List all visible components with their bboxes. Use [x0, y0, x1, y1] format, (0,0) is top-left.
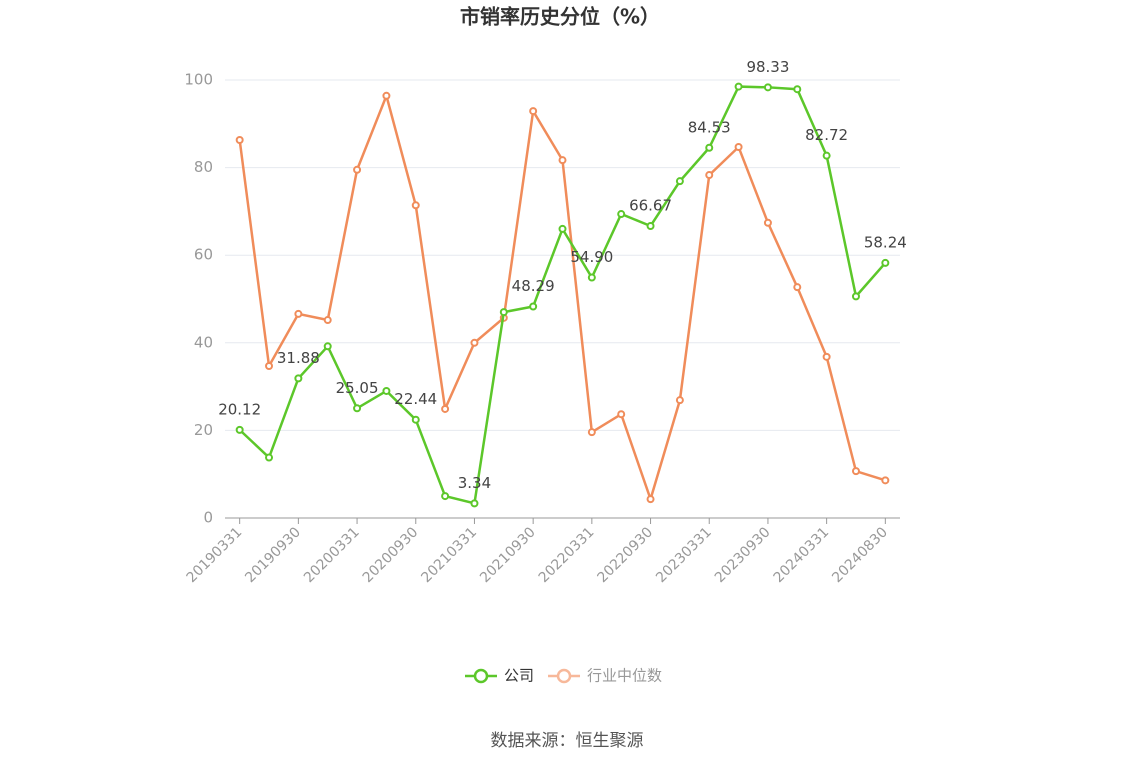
point [851, 292, 860, 301]
point [529, 302, 538, 311]
series-line [238, 85, 887, 505]
point [323, 342, 332, 351]
legend-label: 行业中位数 [587, 667, 662, 685]
x-tick-label: 20210930 [477, 524, 539, 586]
x-tick-label: 20220930 [594, 524, 656, 586]
source: 数据来源：恒生聚源 [491, 731, 644, 751]
point [822, 352, 831, 361]
point [646, 221, 655, 230]
legend-marker [556, 668, 572, 684]
y-tick-label: 100 [184, 71, 213, 89]
data-label: 25.05 [336, 379, 379, 397]
x-tick-label: 20210331 [418, 524, 480, 586]
data-label: 54.90 [570, 248, 613, 266]
x-tick-label: 20200930 [360, 524, 422, 586]
point [617, 410, 626, 419]
point [411, 201, 420, 210]
point [294, 309, 303, 318]
point [558, 224, 567, 233]
point [441, 404, 450, 413]
point [675, 396, 684, 405]
point [353, 165, 362, 174]
data-label: 20.12 [218, 400, 261, 418]
data-label: 3.34 [458, 474, 491, 492]
point [265, 362, 274, 371]
x-tick-label: 20220331 [536, 524, 598, 586]
x-tick-label: 20190331 [184, 524, 246, 586]
y-tick-label: 80 [194, 158, 213, 176]
point [646, 495, 655, 504]
data-label: 31.88 [277, 349, 320, 367]
point [587, 428, 596, 437]
point [793, 85, 802, 94]
x-tick-label: 20240830 [829, 524, 891, 586]
x-tick-label: 20200331 [301, 524, 363, 586]
chart-title: 市销率历史分位（%） [460, 5, 660, 29]
point [851, 467, 860, 476]
data-label: 66.67 [629, 196, 672, 214]
point [734, 82, 743, 91]
y-tick-label: 60 [194, 246, 213, 264]
point [734, 143, 743, 152]
point [499, 308, 508, 317]
point [558, 156, 567, 165]
point [470, 338, 479, 347]
point [587, 273, 596, 282]
x-tick-label: 20230331 [653, 524, 715, 586]
point [617, 210, 626, 219]
point [705, 171, 714, 180]
x-tick-label: 20190930 [242, 524, 304, 586]
point [763, 218, 772, 227]
point [705, 143, 714, 152]
legend-label: 公司 [504, 667, 534, 685]
point [382, 386, 391, 395]
point [675, 177, 684, 186]
point [881, 476, 890, 485]
point [294, 374, 303, 383]
point [470, 499, 479, 508]
point [411, 415, 420, 424]
point [323, 316, 332, 325]
point [763, 83, 772, 92]
x-tick-label: 20240331 [771, 524, 833, 586]
point [881, 258, 890, 267]
y-tick-label: 40 [194, 333, 213, 351]
y-tick-label: 20 [194, 421, 213, 439]
data-label: 58.24 [864, 233, 907, 251]
data-label: 98.33 [746, 58, 789, 76]
data-label: 82.72 [805, 126, 848, 144]
point [441, 492, 450, 501]
data-label: 22.44 [394, 390, 437, 408]
data-label: 48.29 [512, 277, 555, 295]
x-tick-label: 20230930 [712, 524, 774, 586]
point [353, 404, 362, 413]
y-tick-label: 0 [203, 509, 213, 527]
point [235, 136, 244, 145]
point [265, 453, 274, 462]
legend-marker [473, 668, 489, 684]
point [822, 151, 831, 160]
point [529, 107, 538, 116]
data-label: 84.53 [688, 118, 731, 136]
point [382, 91, 391, 100]
point [235, 425, 244, 434]
point [793, 283, 802, 292]
